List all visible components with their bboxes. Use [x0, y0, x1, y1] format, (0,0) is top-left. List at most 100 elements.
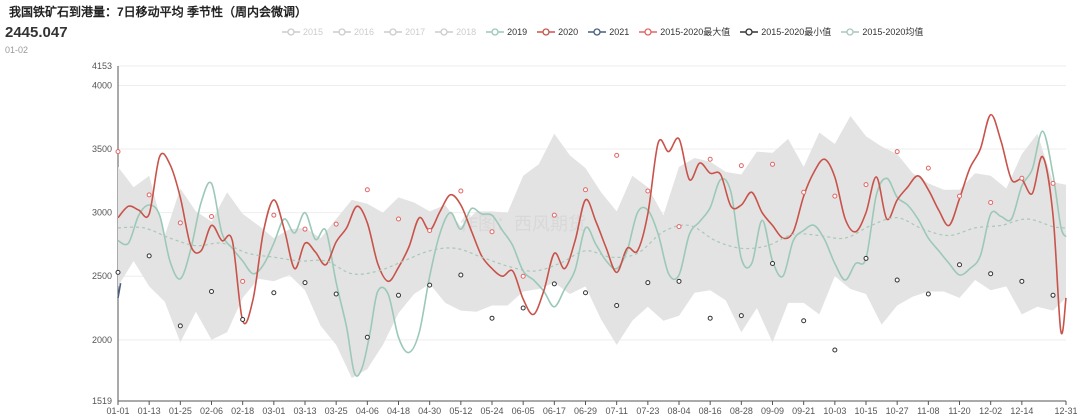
y-tick-label: 3000: [92, 208, 112, 218]
min-marker: [1019, 278, 1025, 284]
legend-item-2016[interactable]: 2016: [333, 25, 374, 38]
x-tick-label: 05-12: [449, 406, 472, 416]
x-tick-label: 09-09: [761, 406, 784, 416]
max-marker: [988, 199, 994, 205]
legend-label: 2019: [507, 26, 528, 37]
watermark: 作图：西风期货: [460, 214, 586, 234]
max-marker: [302, 226, 308, 232]
y-tick-label: 1519: [92, 396, 112, 406]
legend-swatch-icon: [841, 27, 860, 36]
legend-swatch-icon: [588, 27, 607, 36]
legend-label: 2018: [456, 26, 477, 37]
x-tick-label: 03-13: [293, 406, 316, 416]
x-tick-label: 08-16: [699, 406, 722, 416]
x-tick-label: 04-30: [418, 406, 441, 416]
legend-item-2018[interactable]: 2018: [435, 25, 476, 38]
x-tick-label: 01-13: [138, 406, 161, 416]
x-tick-label: 02-06: [200, 406, 223, 416]
min-marker: [894, 277, 900, 283]
legend-label: 2015-2020最小值: [761, 27, 832, 37]
legend-item-2020[interactable]: 2020: [537, 25, 578, 38]
min-marker: [832, 347, 838, 353]
max-marker: [115, 149, 121, 155]
x-tick-label: 08-28: [730, 406, 753, 416]
x-tick-label: 04-18: [387, 406, 410, 416]
max-marker: [240, 278, 246, 284]
y-tick-label: 4153: [92, 61, 112, 71]
min-marker: [1050, 292, 1056, 298]
legend-swatch-icon: [486, 27, 505, 36]
min-marker: [209, 288, 215, 294]
x-tick-label: 07-23: [636, 406, 659, 416]
max-marker: [333, 221, 339, 227]
min-marker: [271, 290, 277, 296]
chart-title: 我国铁矿石到港量：7日移动平均 季节性（周内会微调）: [9, 5, 308, 19]
x-tick-label: 07-11: [605, 406, 627, 416]
legend-swatch-icon: [435, 27, 454, 36]
x-tick-label: 10-27: [886, 406, 909, 416]
max-marker: [146, 192, 152, 198]
max-marker: [801, 189, 807, 195]
min-marker: [333, 291, 339, 297]
legend-item-2017[interactable]: 2017: [384, 25, 425, 38]
min-marker: [925, 291, 931, 297]
legend-item-2015-2020最大值[interactable]: 2015-2020最大值: [639, 25, 730, 38]
x-tick-label: 10-15: [854, 406, 877, 416]
x-tick-label: 01-25: [169, 406, 192, 416]
legend-label: 2015-2020最大值: [660, 27, 731, 37]
legend-item-2015[interactable]: 2015: [282, 25, 323, 38]
max-marker: [894, 149, 900, 155]
max-marker: [209, 213, 215, 219]
max-marker: [957, 193, 963, 199]
min-marker: [240, 316, 246, 322]
legend-item-2021[interactable]: 2021: [588, 25, 629, 38]
legend-label: 2015: [303, 26, 324, 37]
max-marker: [1019, 175, 1025, 181]
legend-item-2019[interactable]: 2019: [486, 25, 527, 38]
max-marker: [707, 156, 713, 162]
x-tick-label: 03-25: [325, 406, 348, 416]
x-tick-label: 12-14: [1010, 406, 1033, 416]
max-marker: [427, 227, 433, 233]
y-tick-label: 2500: [92, 271, 112, 281]
min-marker: [770, 261, 776, 267]
min-marker: [115, 269, 121, 275]
max-marker: [863, 182, 869, 188]
legend-label: 2015-2020均值: [862, 27, 924, 37]
min-marker: [738, 313, 744, 319]
legend-label: 2020: [558, 26, 579, 37]
min-marker: [396, 292, 402, 298]
legend-item-2015-2020均值[interactable]: 2015-2020均值: [841, 25, 923, 38]
min-marker: [146, 253, 152, 259]
min-marker: [302, 280, 308, 286]
x-tick-label: 09-21: [792, 406, 815, 416]
max-marker: [364, 187, 370, 193]
series-line-2015-2020均值: [117, 217, 1067, 275]
legend-swatch-icon: [282, 27, 300, 36]
legend-item-2015-2020最小值[interactable]: 2015-2020最小值: [740, 25, 831, 38]
min-marker: [645, 280, 651, 286]
y-tick-label: 4000: [92, 80, 112, 90]
series-line-2020: [117, 113, 1067, 335]
x-tick-label: 06-17: [543, 406, 566, 416]
max-marker: [925, 165, 931, 171]
min-marker: [427, 282, 433, 288]
x-tick-label: 11-20: [948, 406, 970, 416]
legend-swatch-icon: [537, 27, 556, 36]
chart-legend: 2015 2016 2017 2018 2019 2020 2021 2015-2020最大值…: [282, 25, 923, 38]
max-marker: [458, 188, 464, 194]
legend-swatch-icon: [333, 27, 352, 36]
x-tick-label: 11-08: [917, 406, 939, 416]
min-marker: [551, 281, 557, 287]
max-min-band: [118, 116, 1066, 378]
max-marker: [645, 188, 651, 194]
x-tick-label: 12-02: [979, 406, 1002, 416]
min-marker: [676, 278, 682, 284]
min-marker: [801, 318, 807, 324]
series-line-2019: [117, 130, 1067, 377]
x-tick-label: 01-01: [106, 406, 129, 416]
min-marker: [988, 271, 994, 277]
current-date: 01-02: [5, 45, 29, 55]
max-marker: [177, 220, 183, 226]
